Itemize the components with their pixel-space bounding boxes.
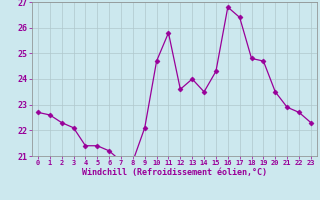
X-axis label: Windchill (Refroidissement éolien,°C): Windchill (Refroidissement éolien,°C): [82, 168, 267, 177]
